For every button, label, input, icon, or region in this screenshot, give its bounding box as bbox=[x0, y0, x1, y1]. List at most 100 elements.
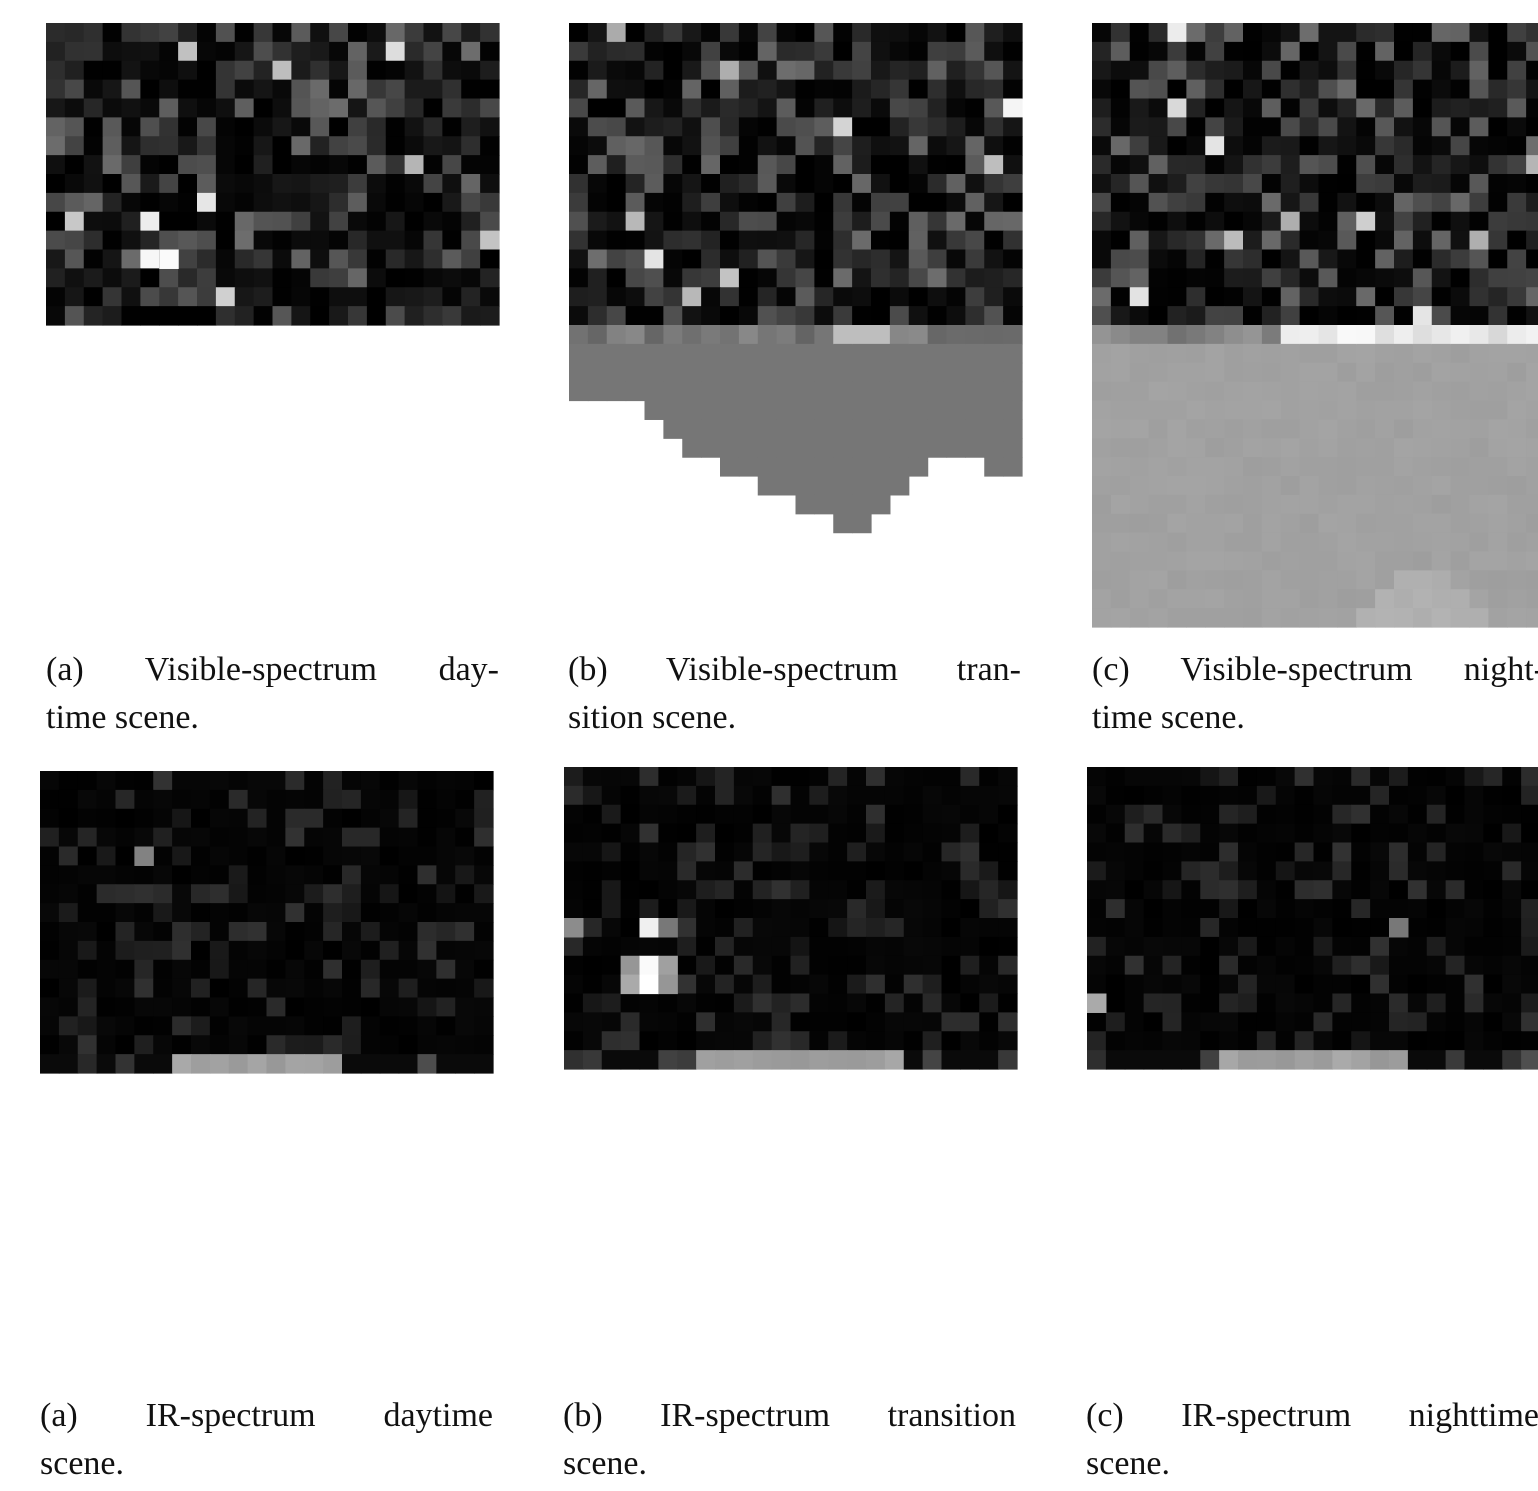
image-pixel bbox=[1295, 956, 1314, 975]
image-pixel bbox=[342, 884, 361, 903]
image-pixel bbox=[1432, 174, 1451, 193]
image-pixel bbox=[1470, 495, 1489, 514]
image-pixel bbox=[1200, 994, 1219, 1013]
image-pixel bbox=[1186, 570, 1205, 589]
image-pixel bbox=[1526, 306, 1538, 325]
image-pixel bbox=[885, 975, 904, 994]
image-pixel bbox=[1257, 861, 1276, 880]
image-pixel bbox=[1186, 363, 1205, 382]
image-pixel bbox=[640, 1031, 659, 1050]
image-pixel bbox=[1257, 843, 1276, 862]
image-pixel bbox=[159, 80, 178, 99]
image-pixel bbox=[210, 828, 229, 847]
image-pixel bbox=[701, 136, 720, 155]
image-pixel bbox=[923, 1031, 942, 1050]
image-pixel bbox=[455, 847, 474, 866]
image-pixel bbox=[871, 212, 890, 231]
image-pixel bbox=[626, 231, 645, 250]
image-pixel bbox=[323, 884, 342, 903]
image-pixel bbox=[1488, 382, 1507, 401]
image-pixel bbox=[1181, 805, 1200, 824]
image-pixel bbox=[248, 941, 267, 960]
image-pixel bbox=[791, 975, 810, 994]
image-pixel bbox=[758, 155, 777, 174]
image-pixel bbox=[588, 306, 607, 325]
image-pixel bbox=[1186, 268, 1205, 287]
image-pixel bbox=[1111, 363, 1130, 382]
image-pixel bbox=[1219, 956, 1238, 975]
image-pixel bbox=[1507, 231, 1526, 250]
image-pixel bbox=[1319, 457, 1338, 476]
image-pixel bbox=[46, 23, 65, 42]
image-pixel bbox=[871, 231, 890, 250]
image-pixel bbox=[885, 767, 904, 786]
image-pixel bbox=[1300, 42, 1319, 61]
image-pixel bbox=[1149, 80, 1168, 99]
image-pixel bbox=[1168, 419, 1187, 438]
image-pixel bbox=[1427, 956, 1446, 975]
image-pixel bbox=[235, 117, 254, 136]
image-pixel bbox=[715, 956, 734, 975]
image-pixel bbox=[1281, 136, 1300, 155]
image-pixel bbox=[979, 861, 998, 880]
image-pixel bbox=[947, 61, 966, 80]
image-pixel bbox=[626, 193, 645, 212]
image-pixel bbox=[474, 979, 493, 998]
image-pixel bbox=[682, 382, 701, 401]
image-pixel bbox=[777, 306, 796, 325]
image-pixel bbox=[871, 438, 890, 457]
image-pixel bbox=[909, 382, 928, 401]
image-pixel bbox=[814, 495, 833, 514]
image-pixel bbox=[140, 136, 159, 155]
image-pixel bbox=[1205, 608, 1224, 627]
image-pixel bbox=[1130, 174, 1149, 193]
image-pixel bbox=[1200, 861, 1219, 880]
image-pixel bbox=[424, 174, 443, 193]
image-pixel bbox=[890, 363, 909, 382]
image-pixel bbox=[134, 771, 153, 790]
image-pixel bbox=[682, 174, 701, 193]
image-pixel bbox=[626, 268, 645, 287]
image-pixel bbox=[84, 250, 103, 269]
image-pixel bbox=[885, 956, 904, 975]
image-pixel bbox=[1394, 231, 1413, 250]
image-pixel bbox=[1319, 325, 1338, 344]
image-pixel bbox=[273, 42, 292, 61]
image-pixel bbox=[122, 306, 141, 325]
image-pixel bbox=[1394, 268, 1413, 287]
image-pixel bbox=[480, 99, 499, 118]
image-pixel bbox=[1432, 99, 1451, 118]
image-pixel bbox=[847, 937, 866, 956]
image-pixel bbox=[626, 306, 645, 325]
image-pixel bbox=[436, 884, 455, 903]
image-pixel bbox=[1319, 401, 1338, 420]
image-pixel bbox=[739, 306, 758, 325]
image-pixel bbox=[1465, 1031, 1484, 1050]
image-pixel bbox=[1337, 231, 1356, 250]
image-pixel bbox=[310, 42, 329, 61]
image-pixel bbox=[1432, 514, 1451, 533]
image-pixel bbox=[1375, 99, 1394, 118]
image-pixel bbox=[1375, 80, 1394, 99]
image-pixel bbox=[1168, 231, 1187, 250]
image-pixel bbox=[1243, 570, 1262, 589]
image-pixel bbox=[1507, 136, 1526, 155]
image-pixel bbox=[65, 136, 84, 155]
image-pixel bbox=[1337, 212, 1356, 231]
image-pixel bbox=[640, 899, 659, 918]
image-pixel bbox=[1205, 552, 1224, 571]
image-pixel bbox=[1205, 193, 1224, 212]
image-pixel bbox=[1451, 80, 1470, 99]
image-pixel bbox=[267, 1054, 286, 1073]
image-pixel bbox=[890, 344, 909, 363]
image-pixel bbox=[267, 828, 286, 847]
image-pixel bbox=[1521, 1031, 1538, 1050]
image-pixel bbox=[197, 117, 216, 136]
image-pixel bbox=[1314, 861, 1333, 880]
image-pixel bbox=[885, 824, 904, 843]
image-pixel bbox=[1488, 495, 1507, 514]
image-pixel bbox=[153, 960, 172, 979]
image-pixel bbox=[1451, 287, 1470, 306]
image-pixel bbox=[1106, 843, 1125, 862]
image-pixel bbox=[1168, 382, 1187, 401]
